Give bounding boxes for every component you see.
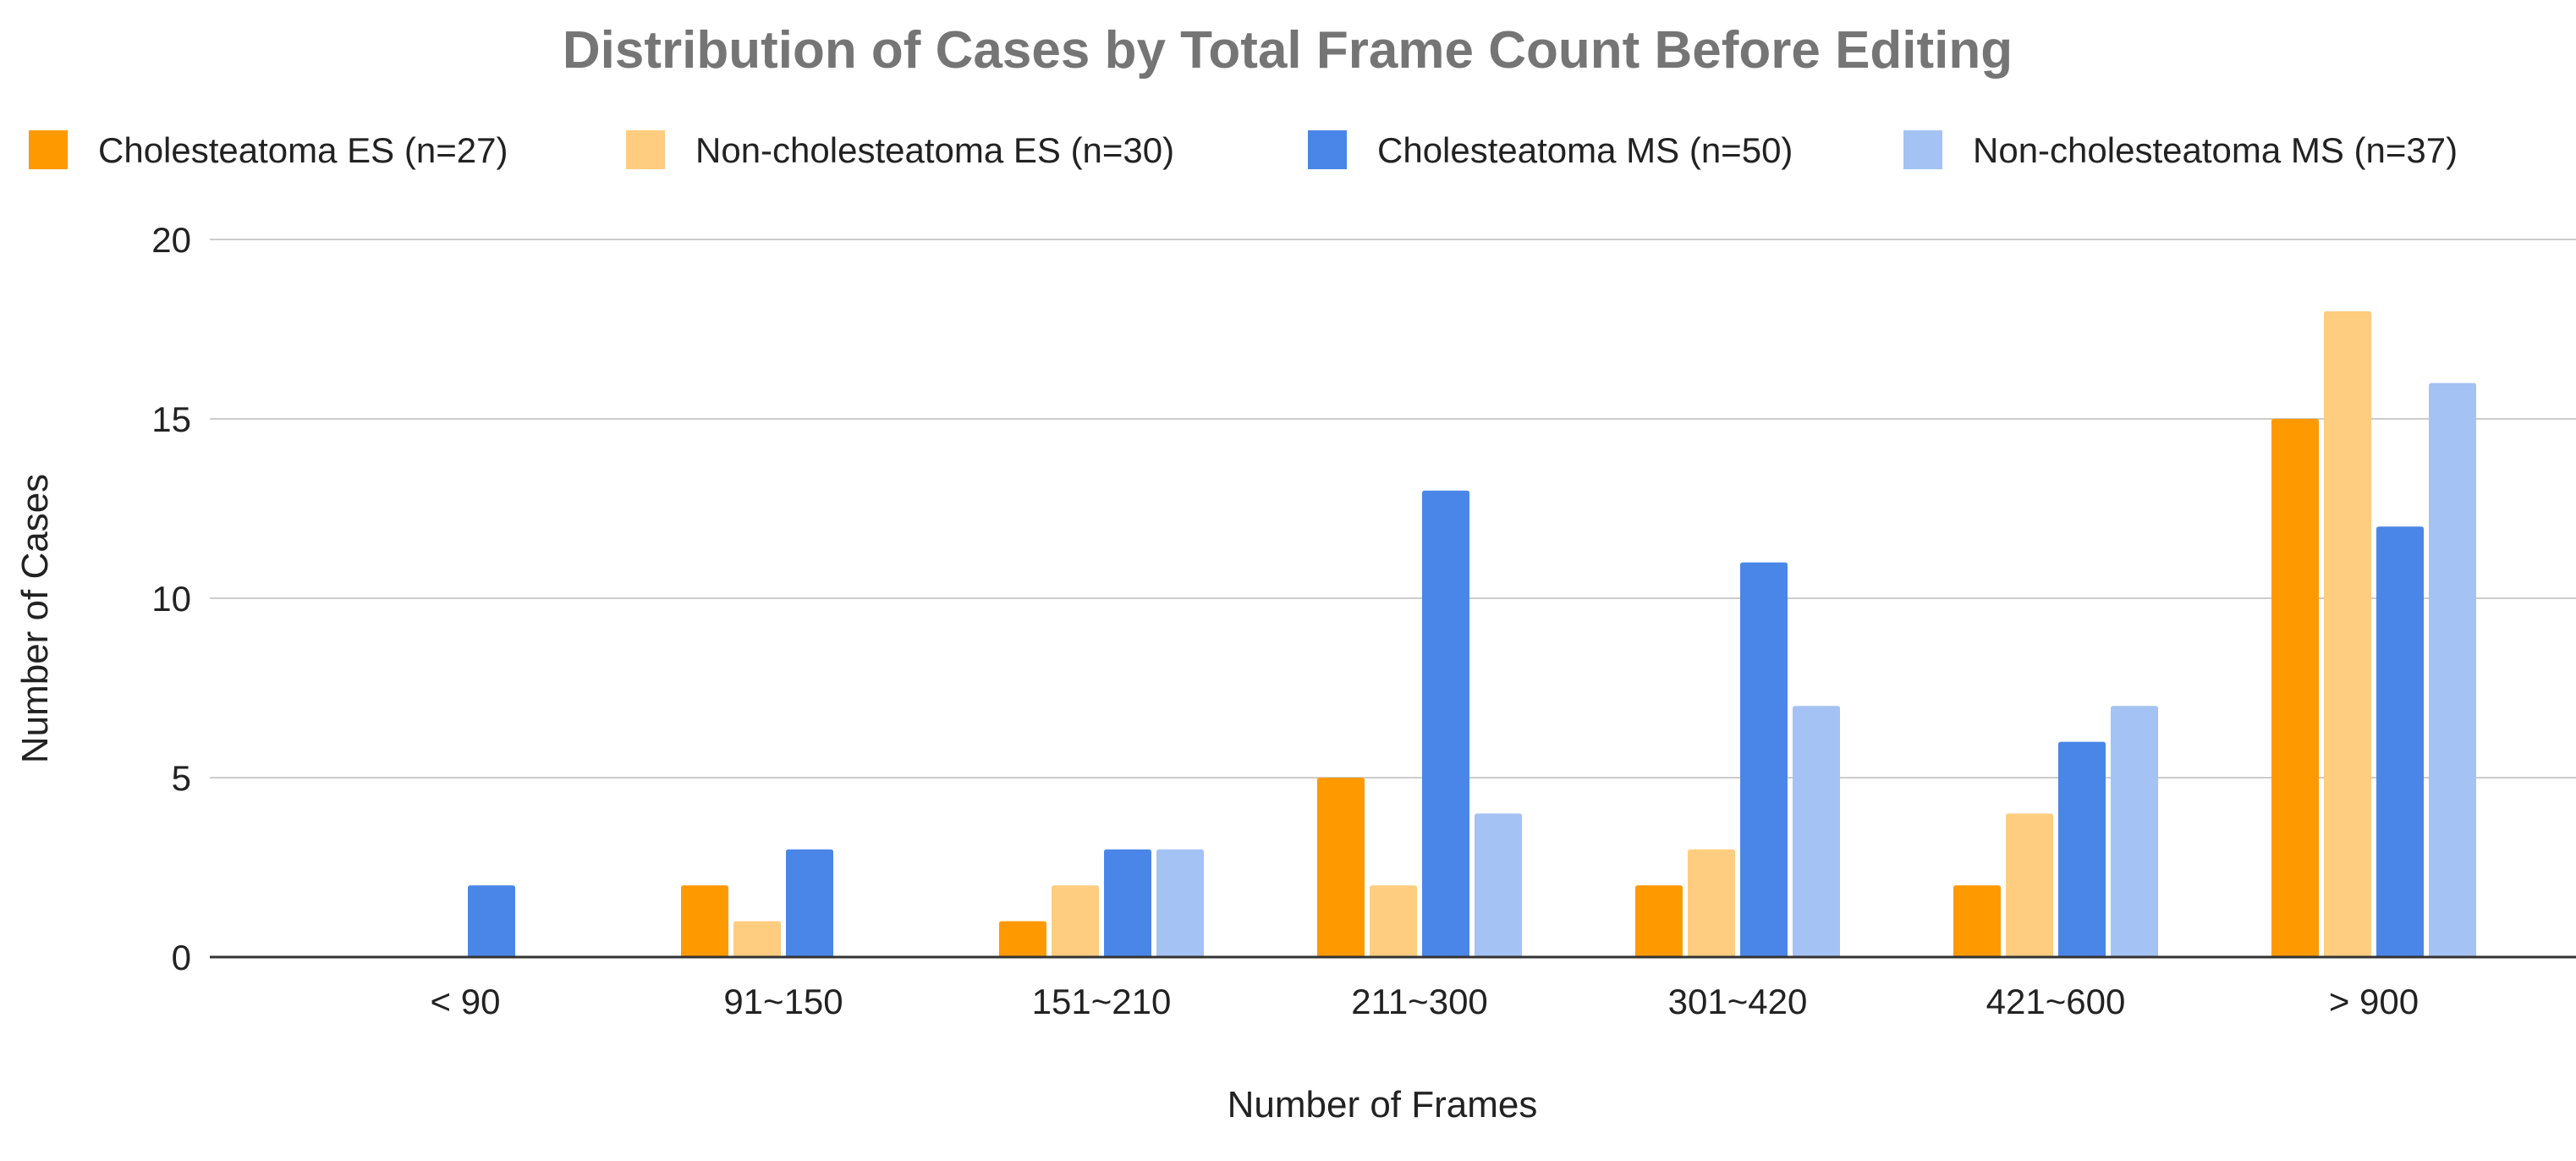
legend-swatch [626, 130, 665, 169]
bar [681, 885, 728, 957]
legend-swatch [1308, 130, 1347, 169]
bar [786, 849, 833, 957]
legend-swatch [29, 130, 68, 169]
y-tick-label: 10 [151, 579, 191, 619]
bar [1635, 885, 1683, 957]
bar [2271, 419, 2319, 957]
bar [2376, 526, 2424, 957]
legend-label: Cholesteatoma MS (n=50) [1377, 130, 1793, 170]
bar [999, 921, 1046, 957]
legend-label: Non-cholesteatoma MS (n=37) [1973, 130, 2458, 170]
bar [1475, 813, 1522, 957]
bar [1156, 849, 1204, 957]
x-tick-label: 211~300 [1351, 982, 1488, 1021]
y-tick-label: 0 [172, 938, 191, 977]
bar [1688, 849, 1735, 957]
x-tick-label: 421~600 [1986, 982, 2126, 1021]
legend: Cholesteatoma ES (n=27) Non-cholesteatoma… [29, 130, 2458, 170]
bar [2058, 741, 2106, 957]
legend-swatch [1903, 130, 1942, 169]
legend-label: Cholesteatoma ES (n=27) [98, 130, 508, 170]
bar [1953, 885, 2001, 957]
bar [733, 921, 781, 957]
y-tick-label: 15 [151, 399, 191, 439]
bars [468, 311, 2476, 958]
x-axis-ticks: < 90 91~150 151~210 211~300 301~420 421~600 > … [431, 982, 2419, 1021]
x-tick-label: 301~420 [1668, 982, 1808, 1021]
bar [1317, 778, 1365, 957]
bar [2429, 382, 2476, 958]
bar [1422, 490, 1469, 957]
bar [1052, 885, 1099, 957]
bar [1370, 885, 1417, 957]
bar [1104, 849, 1151, 957]
x-tick-label: 91~150 [723, 982, 843, 1021]
bar [1740, 562, 1788, 957]
y-tick-label: 5 [172, 758, 191, 798]
bar [2111, 706, 2158, 957]
gridlines [210, 239, 2576, 779]
bar [468, 885, 515, 957]
x-tick-label: > 900 [2329, 982, 2419, 1021]
legend-label: Non-cholesteatoma ES (n=30) [695, 130, 1174, 170]
bar [2324, 311, 2371, 957]
bar [2006, 813, 2053, 957]
y-axis-label: Number of Cases [14, 474, 56, 763]
x-axis-label: Number of Frames [1228, 1084, 1538, 1125]
x-tick-label: < 90 [431, 982, 501, 1021]
y-axis-ticks: 0 5 10 15 20 [151, 220, 191, 977]
bar [1793, 706, 1840, 957]
chart-title: Distribution of Cases by Total Frame Cou… [563, 21, 2013, 80]
x-tick-label: 151~210 [1032, 982, 1172, 1021]
y-tick-label: 20 [151, 220, 191, 260]
